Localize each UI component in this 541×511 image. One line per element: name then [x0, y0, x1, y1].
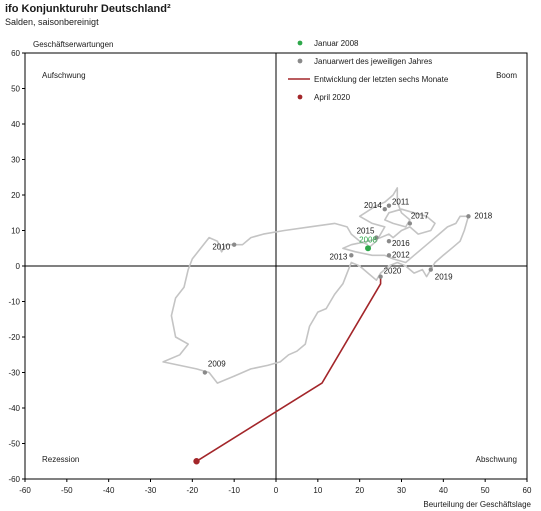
january-label-2008: 2008: [359, 235, 377, 244]
january-label-2009: 2009: [208, 360, 226, 369]
january-point-2012: [386, 253, 392, 258]
january-label-2014: 2014: [364, 201, 382, 210]
january-point-2015: [374, 235, 379, 240]
january-label-2010: 2010: [212, 243, 230, 252]
y-axis-label: Geschäftserwartungen: [33, 40, 114, 49]
january-label-2015: 2015: [357, 227, 375, 236]
legend-marker-1: [297, 58, 303, 64]
y-tick-label: 60: [11, 49, 20, 58]
january-point-2011: [386, 203, 392, 208]
history-series-line: [162, 187, 470, 384]
y-tick-label: 0: [16, 262, 21, 271]
y-tick-label: 10: [11, 227, 20, 236]
y-tick-label: -20: [8, 333, 20, 342]
x-tick-label: -20: [187, 486, 199, 495]
january-label-2017: 2017: [411, 211, 429, 220]
april-2020-point: [193, 458, 200, 465]
january-point-2008: [365, 245, 372, 252]
x-tick-label: 40: [439, 486, 448, 495]
y-tick-label: 30: [11, 156, 20, 165]
x-tick-label: 60: [523, 486, 532, 495]
legend-label-2: Entwicklung der letzten sechs Monate: [314, 75, 449, 84]
quadrant-label-bottom-left: Rezession: [42, 455, 79, 464]
y-tick-label: -40: [8, 404, 20, 413]
y-tick-label: 40: [11, 120, 20, 129]
quadrant-label-bottom-right: Abschwung: [476, 455, 517, 464]
recent-series-line: [196, 276, 382, 462]
legend-label-1: Januarwert des jeweiligen Jahres: [314, 57, 432, 66]
january-point-2013: [349, 253, 354, 258]
y-tick-label: -50: [8, 440, 20, 449]
x-tick-label: 50: [481, 486, 490, 495]
january-point-2017: [407, 221, 413, 226]
x-tick-label: 20: [355, 486, 364, 495]
x-tick-label: -10: [228, 486, 240, 495]
january-label-2011: 2011: [392, 198, 410, 207]
x-tick-label: 10: [313, 486, 322, 495]
x-tick-label: -50: [61, 486, 73, 495]
y-tick-label: 50: [11, 85, 20, 94]
january-point-2016: [386, 238, 392, 244]
quadrant-label-top-left: Aufschwung: [42, 71, 86, 80]
legend-label-3: April 2020: [314, 93, 351, 102]
january-point-2020: [378, 274, 383, 279]
january-point-2019: [428, 267, 433, 272]
january-point-2014: [382, 207, 387, 212]
x-tick-label: 30: [397, 486, 406, 495]
y-tick-label: -30: [8, 369, 20, 378]
january-point-2009: [202, 370, 208, 375]
legend-label-0: Januar 2008: [314, 39, 359, 48]
quadrant-label-top-right: Boom: [496, 71, 517, 80]
y-tick-label: -10: [8, 298, 20, 307]
january-label-2016: 2016: [392, 239, 410, 248]
january-point-2018: [466, 214, 471, 219]
legend-marker-3: [297, 94, 303, 100]
x-tick-label: -40: [103, 486, 115, 495]
january-label-2013: 2013: [330, 252, 348, 261]
x-tick-label: -60: [19, 486, 31, 495]
x-tick-label: 0: [274, 486, 279, 495]
page-title: ifo Konjunkturuhr Deutschland²: [5, 3, 171, 15]
page-subtitle: Salden, saisonbereinigt: [5, 17, 99, 27]
january-label-2012: 2012: [392, 250, 410, 259]
legend-marker-0: [297, 40, 303, 46]
january-label-2019: 2019: [435, 273, 453, 282]
january-label-2018: 2018: [474, 211, 492, 220]
y-tick-label: 20: [11, 191, 20, 200]
x-tick-label: -30: [145, 486, 157, 495]
january-label-2020: 2020: [384, 267, 402, 276]
y-tick-label: -60: [8, 475, 20, 484]
january-point-2010: [231, 242, 237, 247]
x-axis-label: Beurteilung der Geschäftslage: [423, 500, 531, 509]
